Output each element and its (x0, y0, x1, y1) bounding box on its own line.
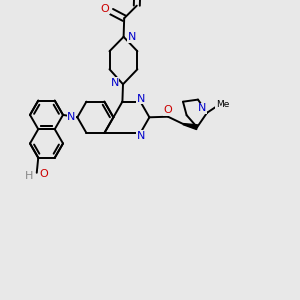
Text: O: O (39, 169, 48, 179)
Text: O: O (100, 4, 109, 14)
Text: N: N (198, 103, 207, 113)
Text: Me: Me (216, 100, 229, 109)
Text: N: N (128, 32, 136, 42)
Text: N: N (110, 78, 119, 88)
Polygon shape (184, 124, 198, 130)
Text: N: N (137, 94, 145, 103)
Text: H: H (25, 171, 33, 181)
Text: N: N (67, 112, 76, 122)
Text: O: O (164, 105, 172, 115)
Text: N: N (137, 131, 145, 141)
